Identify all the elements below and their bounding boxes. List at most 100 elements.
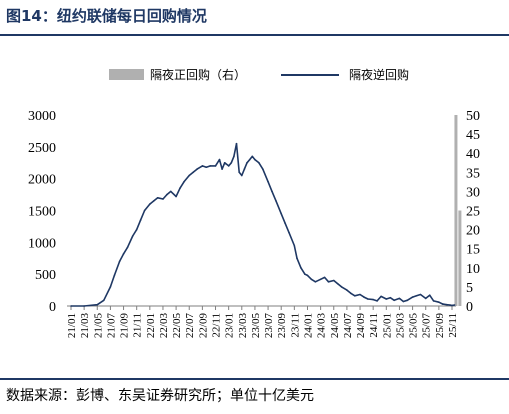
reverse-repo-point [389, 296, 392, 299]
legend-swatch-repo [109, 69, 144, 80]
source-note: 数据来源：彭博、东吴证券研究所；单位十亿美元 [6, 388, 314, 404]
reverse-repo-point [346, 289, 348, 291]
reverse-repo-point [230, 162, 233, 164]
y-right-tick-label: 25 [466, 205, 480, 220]
y-left-tick-label: 1000 [28, 236, 56, 251]
reverse-repo-point [122, 253, 125, 255]
reverse-repo-point [209, 165, 212, 167]
x-tick-label: 23/05 [250, 313, 262, 339]
x-tick-label: 24/07 [342, 313, 354, 339]
reverse-repo-point [153, 200, 155, 202]
x-tick-label: 22/11 [211, 313, 223, 338]
x-tick-label: 23/09 [276, 313, 288, 339]
repo-bar [458, 210, 462, 306]
repo-bar [454, 115, 458, 306]
reverse-repo-point [267, 181, 269, 183]
x-tick-label: 21/01 [66, 313, 78, 338]
y-right-tick-label: 50 [466, 109, 480, 124]
reverse-repo-point [376, 300, 378, 302]
x-tick-label: 25/03 [394, 313, 406, 339]
reverse-repo-point [83, 305, 85, 307]
reverse-repo-point [306, 274, 309, 277]
x-tick-label: 22/03 [158, 313, 170, 339]
reverse-repo-point [96, 303, 99, 306]
reverse-repo-point [175, 195, 177, 198]
figure-title: 图14：纽约联储每日回购情况 [6, 7, 207, 25]
reverse-repo-point [241, 174, 243, 177]
legend-label-reverse-repo: 隔夜逆回购 [349, 67, 409, 82]
reverse-repo-point [300, 267, 302, 269]
reverse-repo-point [179, 187, 181, 189]
reverse-repo-point [319, 278, 322, 281]
x-tick-label: 21/11 [132, 313, 144, 338]
reverse-repo-point [415, 295, 418, 297]
y-right-tick-label: 40 [466, 147, 480, 162]
x-tick-label: 21/03 [79, 313, 91, 339]
x-tick-label: 22/01 [145, 313, 157, 338]
reverse-repo-point [406, 299, 409, 302]
reverse-repo-point [398, 297, 401, 300]
x-tick-label: 25/09 [434, 313, 446, 339]
reverse-repo-point [350, 292, 352, 295]
reverse-repo-point [126, 246, 129, 249]
reverse-repo-point [296, 257, 298, 260]
reverse-repo-point [372, 298, 375, 301]
reverse-repo-point [109, 286, 112, 288]
reverse-repo-point [143, 209, 146, 212]
reverse-repo-point [310, 278, 313, 281]
reverse-repo-point [453, 304, 456, 306]
reverse-repo-point [118, 260, 121, 263]
reverse-repo-point [149, 203, 151, 205]
reverse-repo-point [336, 282, 339, 285]
y-right-tick-label: 35 [466, 166, 480, 181]
reverse-repo-point [258, 162, 260, 164]
reverse-repo-point [438, 301, 440, 304]
x-tick-label: 22/09 [197, 313, 209, 339]
reverse-repo-point [411, 296, 414, 298]
x-tick-label: 22/07 [184, 313, 196, 339]
reverse-repo-point [293, 244, 296, 247]
reverse-repo-point [280, 212, 283, 215]
reverse-repo-point [428, 294, 431, 297]
reverse-repo-point [445, 303, 448, 306]
x-tick-label: 21/09 [119, 313, 131, 339]
y-right-tick-label: 30 [466, 185, 480, 200]
reverse-repo-point [201, 165, 204, 167]
reverse-repo-point [238, 171, 240, 174]
reverse-repo-point [275, 200, 277, 202]
x-tick-label: 25/01 [381, 313, 393, 338]
x-tick-label: 25/11 [447, 313, 459, 338]
reverse-repo-point [359, 293, 361, 296]
reverse-repo-point [243, 168, 246, 170]
reverse-repo-point [262, 168, 264, 170]
reverse-repo-point [367, 298, 369, 300]
reverse-repo-point [223, 162, 226, 164]
reverse-repo-point [432, 300, 435, 302]
reverse-repo-point [323, 276, 326, 279]
reverse-repo-point [354, 295, 356, 297]
reverse-repo-point [214, 165, 217, 167]
reverse-repo-point [385, 298, 388, 300]
source-rule [0, 378, 509, 380]
reverse-repo-point [188, 174, 190, 177]
y-left-tick-label: 2000 [28, 173, 56, 188]
y-right-tick-label: 0 [466, 300, 473, 315]
reverse-repo-point [284, 222, 286, 224]
reverse-repo-point [192, 171, 194, 174]
reverse-repo-point [196, 168, 198, 170]
y-left-tick-label: 500 [35, 268, 56, 283]
y-right-tick-label: 5 [466, 281, 473, 296]
x-tick-label: 24/05 [329, 313, 341, 339]
reverse-repo-point [227, 165, 230, 167]
reverse-repo-point [314, 281, 317, 283]
reverse-repo-point [248, 158, 251, 161]
x-tick-label: 25/05 [408, 313, 420, 339]
x-tick-label: 21/07 [105, 313, 117, 339]
reverse-repo-point [451, 304, 453, 307]
reverse-repo-point [251, 155, 254, 158]
y-right-tick-label: 15 [466, 243, 480, 258]
x-tick-label: 24/11 [368, 313, 380, 338]
y-right-tick-label: 45 [466, 128, 480, 143]
